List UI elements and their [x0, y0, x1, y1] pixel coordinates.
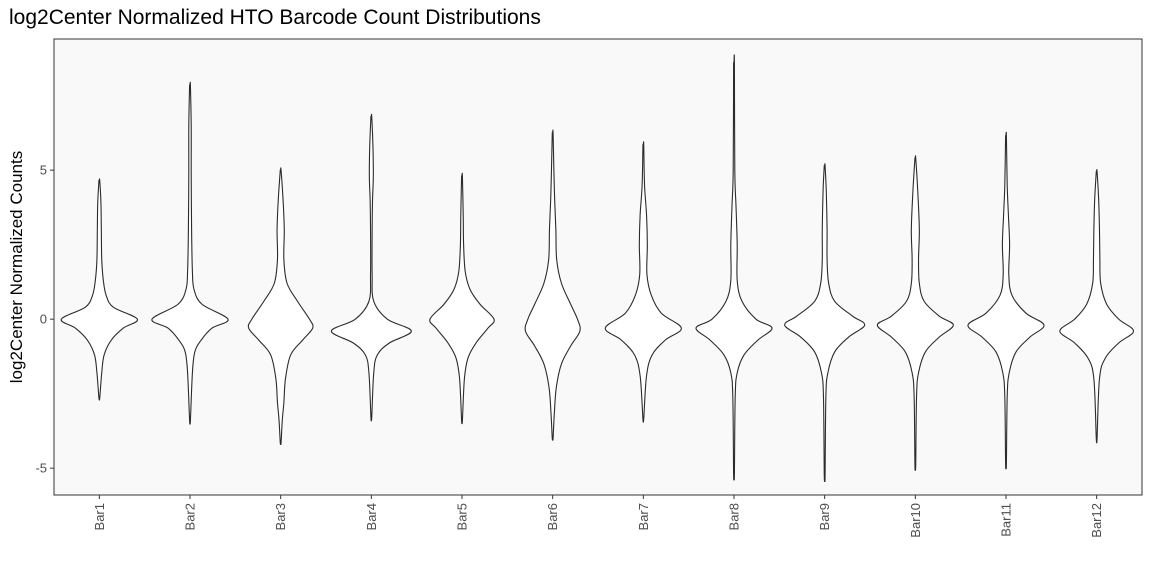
x-tick-label-bar6: Bar6 — [545, 503, 560, 530]
violin-bar3 — [247, 167, 314, 446]
x-tick-label-bar4: Bar4 — [364, 503, 379, 530]
violin-bar12 — [1059, 169, 1135, 444]
x-tick-label-bar11: Bar11 — [999, 503, 1014, 537]
x-tick-label-bar9: Bar9 — [817, 503, 832, 530]
y-tick-label: 0 — [40, 312, 47, 327]
violin-bar4 — [330, 113, 412, 422]
violin-bar11 — [967, 131, 1045, 470]
violin-bar7 — [604, 141, 682, 423]
x-tick-label-bar5: Bar5 — [455, 503, 470, 530]
x-tick-label-bar3: Bar3 — [273, 503, 288, 530]
x-tick-label-bar7: Bar7 — [636, 503, 651, 530]
x-tick-label-bar8: Bar8 — [727, 503, 742, 530]
y-axis-title: log2Center Normalized Counts — [7, 151, 26, 383]
x-tick-label-bar1: Bar1 — [92, 503, 107, 530]
y-axis: -5 0 5 — [35, 163, 54, 476]
plot-panel — [54, 39, 1142, 495]
y-tick-label: -5 — [35, 461, 47, 476]
y-tick-label: 5 — [40, 163, 47, 178]
x-tick-label-bar10: Bar10 — [908, 503, 923, 538]
x-tick-label-bar12: Bar12 — [1089, 503, 1104, 538]
violin-bar6 — [524, 129, 581, 441]
violin-bar9 — [784, 163, 866, 482]
x-axis: Bar1 Bar2 Bar3 Bar4 Bar5 Bar6 Bar7 Bar8 Bar9 Bar1… — [92, 495, 1104, 538]
x-tick-label-bar2: Bar2 — [183, 503, 198, 530]
violin-layer — [60, 54, 1135, 482]
violin-bar10 — [876, 155, 954, 471]
violin-bar2 — [151, 81, 229, 425]
violin-bar8 — [695, 54, 773, 481]
violin-bar5 — [429, 172, 495, 425]
plot-border — [53, 38, 1143, 496]
chart-title: log2Center Normalized HTO Barcode Count … — [9, 6, 541, 29]
violin-bar1 — [60, 178, 138, 401]
